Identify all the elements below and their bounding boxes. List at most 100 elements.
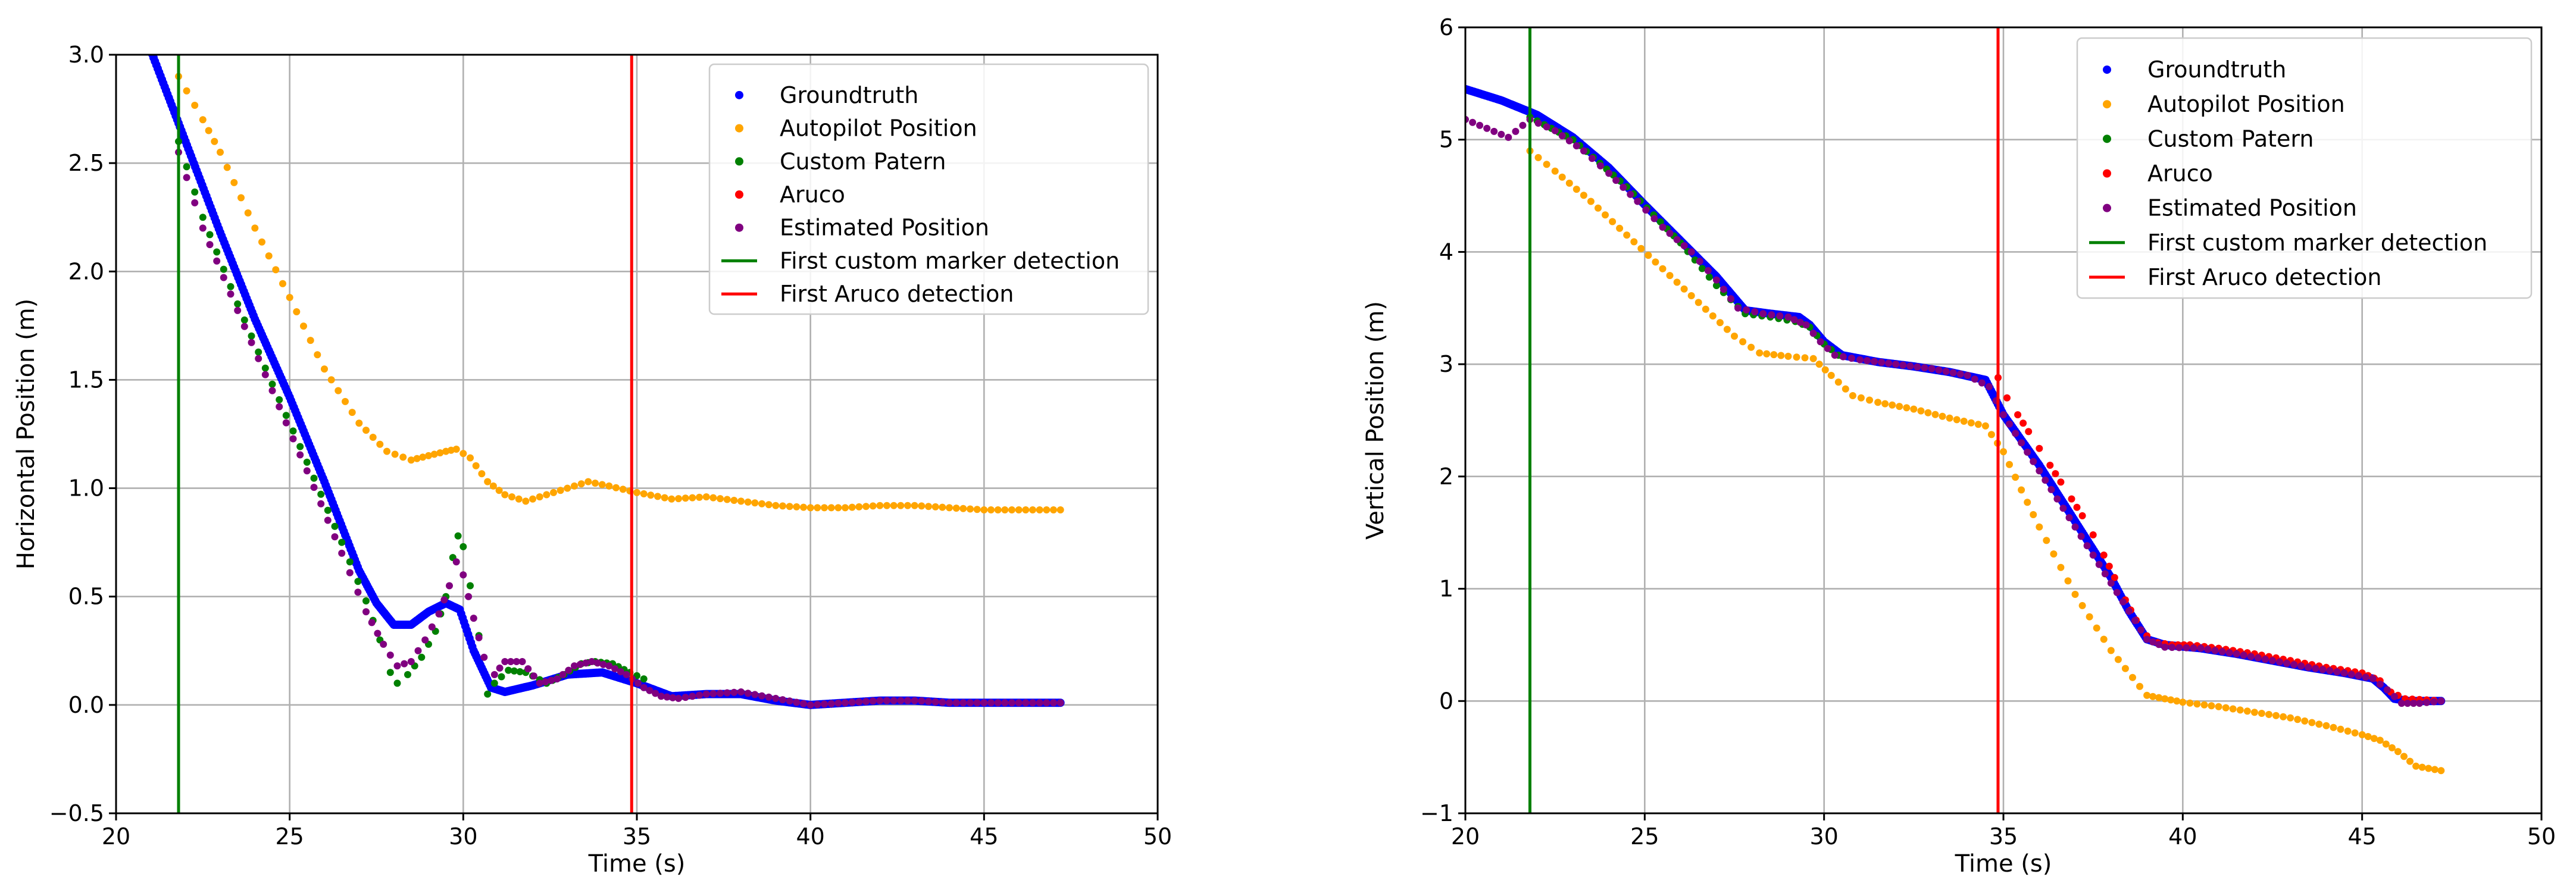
left-chart-data-point bbox=[303, 458, 311, 466]
left-chart-data-point bbox=[327, 376, 335, 384]
right-chart-data-point bbox=[2388, 744, 2396, 751]
right-chart-data-point bbox=[2297, 662, 2305, 670]
left-chart-data-point bbox=[1043, 506, 1051, 513]
left-chart-plot-area bbox=[146, 46, 1065, 709]
left-chart-data-point bbox=[338, 549, 346, 557]
left-chart-y-tick-label: 3.0 bbox=[68, 42, 104, 68]
left-chart-data-point bbox=[407, 658, 415, 665]
left-chart-data-point bbox=[1050, 699, 1057, 707]
left-chart-data-point bbox=[827, 504, 835, 512]
left-chart-data-point bbox=[508, 493, 515, 501]
right-chart-legend-label: First Aruco detection bbox=[2147, 264, 2381, 290]
right-chart-data-point bbox=[1558, 173, 1566, 181]
right-chart-data-point bbox=[2053, 495, 2061, 503]
left-chart-data-point bbox=[467, 582, 474, 590]
right-chart-data-point bbox=[1731, 333, 1738, 340]
right-chart-data-point bbox=[2410, 700, 2417, 707]
right-chart-data-point bbox=[2258, 710, 2265, 717]
right-chart-data-point bbox=[2351, 729, 2359, 737]
left-chart-data-point bbox=[814, 701, 821, 709]
right-chart-data-point bbox=[1551, 167, 1559, 175]
right-chart-data-point bbox=[1784, 352, 1792, 360]
left-chart-data-point bbox=[646, 687, 654, 694]
left-chart-data-point bbox=[862, 698, 870, 705]
right-chart-data-point bbox=[1519, 121, 1527, 129]
left-chart-data-point bbox=[282, 412, 290, 419]
right-chart-data-point bbox=[2111, 574, 2118, 581]
left-chart-data-point bbox=[303, 467, 311, 475]
right-chart-data-point bbox=[1673, 236, 1681, 243]
right-chart-data-point bbox=[2136, 682, 2143, 690]
left-chart-data-point bbox=[946, 699, 953, 707]
right-chart-data-point bbox=[2155, 694, 2163, 701]
right-chart-data-point bbox=[1637, 245, 1645, 252]
left-chart-data-point bbox=[723, 689, 731, 697]
right-chart-data-point bbox=[1776, 312, 1784, 319]
right-chart-data-point bbox=[2197, 644, 2205, 652]
right-chart-data-point bbox=[2222, 704, 2230, 712]
left-chart-data-point bbox=[376, 440, 384, 448]
left-chart-data-point bbox=[496, 664, 504, 672]
left-chart-data-point bbox=[296, 443, 304, 450]
left-chart-data-point bbox=[258, 238, 265, 246]
right-chart-data-point bbox=[2272, 712, 2280, 719]
left-chart-data-point bbox=[146, 46, 155, 55]
left-chart-data-point bbox=[348, 409, 356, 416]
right-chart-data-point bbox=[2333, 668, 2341, 676]
left-chart-data-point bbox=[317, 500, 325, 507]
right-chart-data-point bbox=[2269, 657, 2276, 665]
left-chart-data-point bbox=[1043, 699, 1051, 707]
left-chart-data-point bbox=[470, 615, 477, 622]
right-chart-x-tick-label: 20 bbox=[1451, 823, 1480, 850]
right-chart-legend-marker bbox=[2103, 134, 2111, 143]
left-chart-data-point bbox=[612, 484, 620, 491]
left-chart-data-point bbox=[321, 365, 328, 373]
left-chart-y-tick-label: 0.0 bbox=[68, 692, 104, 718]
right-chart-data-point bbox=[1856, 356, 1864, 364]
left-chart-data-point bbox=[334, 387, 342, 394]
right-chart-data-point bbox=[1534, 153, 1542, 161]
right-chart-data-point bbox=[2107, 647, 2115, 654]
right-chart-data-point bbox=[1864, 357, 1871, 365]
left-chart-data-point bbox=[617, 668, 624, 675]
right-chart-data-point bbox=[2119, 598, 2127, 606]
right-chart-data-point bbox=[1756, 349, 1764, 357]
right-chart-data-point bbox=[1857, 394, 1865, 402]
right-chart-data-point bbox=[2014, 411, 2022, 419]
right-chart-data-point bbox=[2425, 765, 2433, 772]
right-chart-data-point bbox=[1705, 273, 1713, 281]
right-chart-y-axis-label: Vertical Position (m) bbox=[1362, 301, 1389, 540]
left-chart-data-point bbox=[548, 676, 555, 684]
left-chart-data-point bbox=[354, 588, 362, 596]
left-chart-x-tick-label: 35 bbox=[623, 823, 651, 850]
left-chart-legend-label: Estimated Position bbox=[780, 215, 989, 241]
right-chart-data-point bbox=[1727, 295, 1734, 303]
right-chart-data-point bbox=[2024, 449, 2031, 456]
left-chart-data-point bbox=[772, 502, 780, 509]
left-chart-data-point bbox=[386, 651, 394, 659]
right-chart-data-point bbox=[2071, 591, 2079, 598]
right-chart-data-point bbox=[1770, 351, 1778, 359]
left-chart-data-point bbox=[553, 675, 561, 683]
left-chart-data-point bbox=[793, 503, 801, 510]
left-chart-data-point bbox=[654, 493, 661, 500]
left-chart-y-tick-label: 0.5 bbox=[68, 584, 104, 610]
right-chart-data-point bbox=[1620, 183, 1627, 191]
left-chart-data-point bbox=[1015, 699, 1023, 707]
right-chart-data-point bbox=[2225, 649, 2233, 657]
right-chart-data-point bbox=[2330, 723, 2337, 731]
left-chart-data-point bbox=[454, 532, 462, 540]
left-chart-data-point bbox=[536, 493, 543, 501]
right-chart-data-point bbox=[2312, 665, 2319, 672]
left-chart-data-point bbox=[401, 660, 408, 668]
left-chart-data-point bbox=[495, 487, 503, 494]
right-chart-data-point bbox=[2418, 763, 2426, 771]
left-chart-legend-marker bbox=[735, 90, 743, 99]
right-chart-data-point bbox=[1551, 127, 1559, 134]
right-chart-data-point bbox=[2412, 762, 2420, 770]
left-chart-data-point bbox=[702, 690, 710, 698]
left-chart-data-point bbox=[386, 669, 394, 676]
right-chart-data-point bbox=[2043, 537, 2050, 544]
right-chart-data-point bbox=[2416, 700, 2424, 707]
left-chart-data-point bbox=[248, 339, 255, 346]
